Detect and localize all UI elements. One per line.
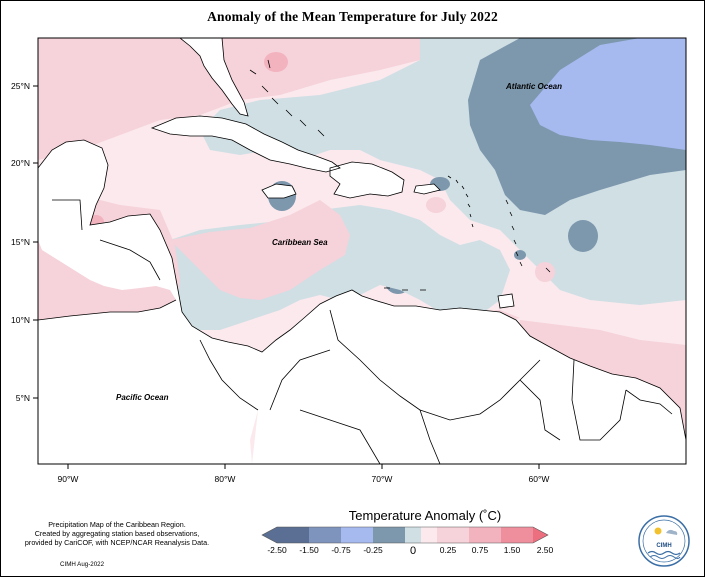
sun-icon xyxy=(654,527,662,535)
field-gulf-warm-2 xyxy=(38,38,140,130)
legend-swatch-pos075 xyxy=(469,527,501,543)
legend-arrow-high xyxy=(533,527,548,543)
legend-ticks: -2.50 -1.50 -0.75 -0.25 0 0.25 0.75 1.50… xyxy=(267,545,553,557)
legend-tick: 0.75 xyxy=(472,545,489,555)
lon-ticks xyxy=(67,464,540,469)
land-mexico-central-america xyxy=(38,140,264,464)
field-caribbean-warm xyxy=(170,200,350,300)
legend-swatch-neg150 xyxy=(309,527,341,543)
legend-swatch-neg250 xyxy=(277,527,309,543)
legend-swatch-neg075 xyxy=(341,527,373,543)
legend-title: Temperature Anomaly (˚C) xyxy=(348,508,502,523)
field-blob-bahamas xyxy=(264,52,288,72)
wave-icon xyxy=(647,550,681,556)
legend-swatch-neg025 xyxy=(373,527,405,543)
field-blob-atlantic-small xyxy=(568,220,598,252)
label-atlantic-ocean: Atlantic Ocean xyxy=(505,82,562,91)
land-south-america xyxy=(252,290,686,464)
lat-ticks xyxy=(33,85,38,399)
lon-label-70: 70°W xyxy=(372,474,393,484)
legend-swatch-zero-neg xyxy=(405,527,421,543)
lat-label-10: 10°N xyxy=(11,315,30,325)
legend-tick: -2.50 xyxy=(267,545,287,555)
footer-note-line: Created by aggregating station based obs… xyxy=(34,529,200,538)
lat-label-5: 5°N xyxy=(16,393,30,403)
field-atlantic-neg075 xyxy=(530,38,686,150)
place-labels: Atlantic Ocean Caribbean Sea Pacific Oce… xyxy=(116,82,562,402)
legend-tick: 1.50 xyxy=(504,545,521,555)
legend-tick: 0 xyxy=(410,545,416,557)
legend-swatch-zero-pos xyxy=(421,527,437,543)
label-pacific-ocean: Pacific Ocean xyxy=(116,393,169,402)
field-blob-guadeloupe xyxy=(426,197,446,213)
lon-labels: 90°W 80°W 70°W 60°W xyxy=(58,474,550,484)
cloud-icon xyxy=(666,529,678,535)
map-title: Anomaly of the Mean Temperature for July… xyxy=(207,9,498,24)
legend-tick: -1.50 xyxy=(299,545,319,555)
legend-arrow-low xyxy=(262,527,277,543)
cimh-logo: CIMH xyxy=(638,515,690,567)
legend-swatch-pos025 xyxy=(437,527,469,543)
lon-label-90: 90°W xyxy=(58,474,79,484)
lon-label-80: 80°W xyxy=(215,474,236,484)
legend-tick: 0.25 xyxy=(440,545,457,555)
footer-note-line: provided by CariCOF, with NCEP/NCAR Rean… xyxy=(24,538,210,547)
legend-tick: -0.25 xyxy=(363,545,383,555)
legend-tick: 2.50 xyxy=(537,545,554,555)
map-border xyxy=(37,37,687,465)
legend-swatch-pos150 xyxy=(501,527,533,543)
field-blob-barbados xyxy=(535,262,555,282)
color-legend: -2.50 -1.50 -0.75 -0.25 0 0.25 0.75 1.50… xyxy=(261,526,554,557)
land-masses xyxy=(38,38,686,464)
lat-label-20: 20°N xyxy=(11,158,30,168)
footer-note: Precipitation Map of the Caribbean Regio… xyxy=(8,520,226,547)
footer-stamp: CIMH Aug-2022 xyxy=(60,561,105,568)
lat-label-25: 25°N xyxy=(11,81,30,91)
land-trinidad xyxy=(498,294,514,308)
field-blob-antilles xyxy=(514,250,526,260)
legend-tick: -0.75 xyxy=(331,545,351,555)
coastlines xyxy=(38,38,686,464)
lon-label-60: 60°W xyxy=(529,474,550,484)
land-jamaica xyxy=(262,184,296,198)
land-florida xyxy=(180,38,248,116)
land-hispaniola xyxy=(330,162,404,198)
lat-label-15: 15°N xyxy=(11,237,30,247)
footer-note-line: Precipitation Map of the Caribbean Regio… xyxy=(48,520,186,529)
lat-labels: 25°N 20°N 15°N 10°N 5°N xyxy=(11,81,30,403)
anomaly-field xyxy=(38,38,686,464)
land-cuba xyxy=(152,116,340,172)
logo-text: CIMH xyxy=(656,543,671,549)
label-caribbean-sea: Caribbean Sea xyxy=(272,238,328,247)
